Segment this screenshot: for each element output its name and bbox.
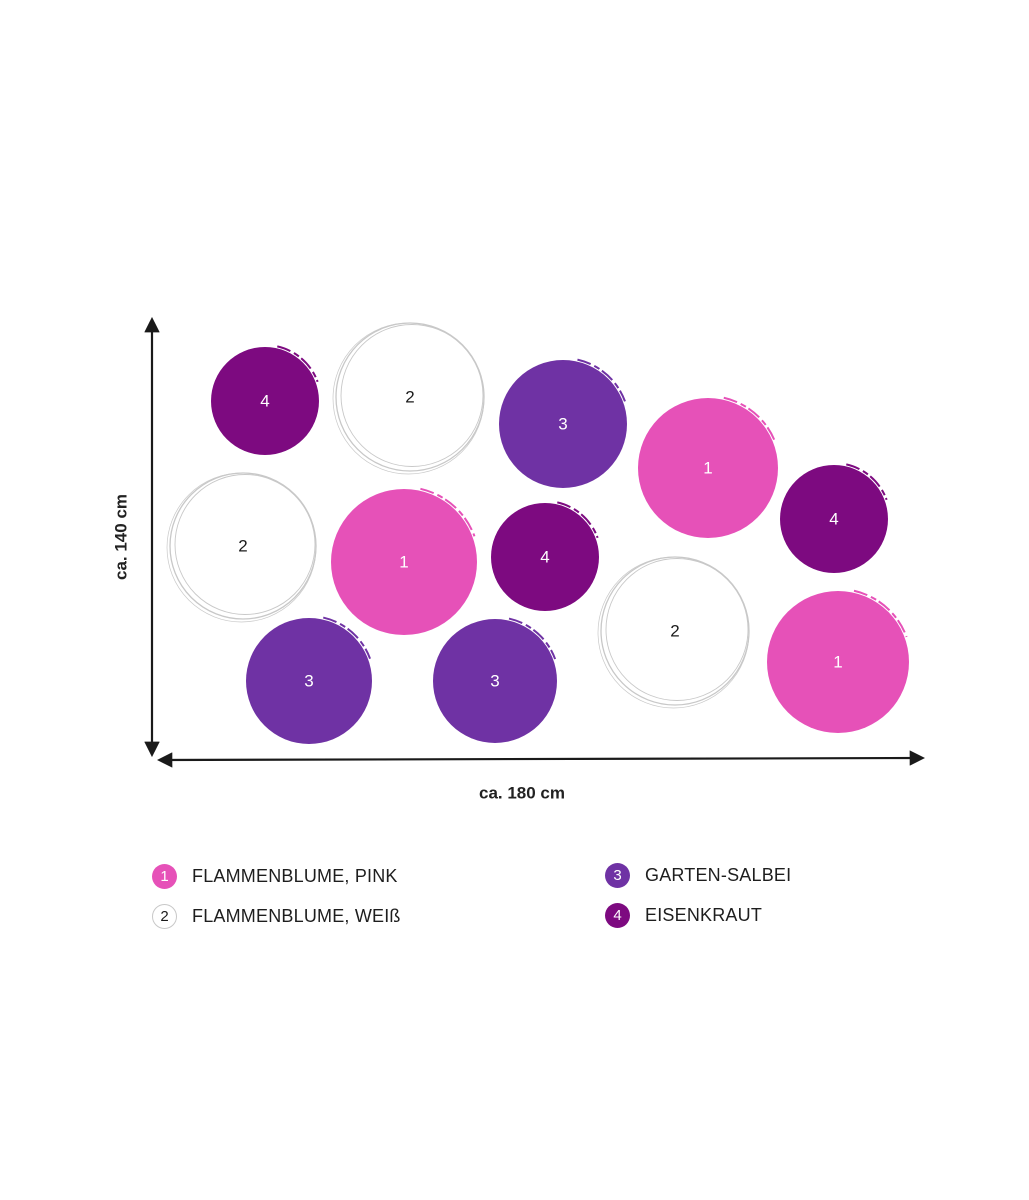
- plant-circle: 3: [499, 358, 627, 488]
- plant-circle: 1: [331, 487, 477, 635]
- plant-number: 4: [540, 548, 549, 567]
- plant-outline: [605, 558, 749, 701]
- plant-number: 4: [829, 510, 838, 529]
- plant-outline: [174, 474, 316, 615]
- plant-fill: [433, 619, 557, 743]
- plant-outline: [340, 324, 484, 467]
- legend-item: 2 FLAMMENBLUME, WEIß: [152, 901, 401, 931]
- plant-number: 3: [304, 672, 313, 691]
- width-label: ca. 180 cm: [479, 784, 565, 803]
- plant-circle: 4: [491, 501, 599, 611]
- height-label: ca. 140 cm: [112, 494, 131, 580]
- legend-badge: 1: [152, 863, 177, 889]
- plant-circle: 4: [780, 463, 888, 573]
- plant-number: 2: [238, 537, 247, 556]
- plant-fill: [491, 503, 599, 611]
- plant-number: 3: [490, 672, 499, 691]
- plant-number: 3: [558, 415, 567, 434]
- plant-outline: [597, 556, 750, 709]
- legend-item: 4 EISENKRAUT: [605, 900, 762, 930]
- plant-circle: 3: [433, 617, 557, 743]
- plant-brush-edge: [420, 487, 476, 537]
- plant-circle: 2: [597, 556, 750, 709]
- plant-outline: [332, 322, 485, 475]
- plant-brush-edge: [723, 396, 777, 444]
- plant-outline: [166, 472, 317, 623]
- plant-fill: [638, 398, 778, 538]
- plant-brush-edge: [508, 617, 557, 660]
- plant-fill: [499, 360, 627, 488]
- plant-brush-edge: [853, 589, 908, 638]
- plant-circle: 4: [211, 345, 319, 455]
- plant-circle: 2: [166, 472, 317, 623]
- legend-badge: 2: [152, 903, 177, 929]
- plant-number: 2: [405, 388, 414, 407]
- plant-brush-edge: [846, 463, 888, 501]
- plant-number: 4: [260, 392, 269, 411]
- plant-circle: 3: [246, 616, 372, 744]
- legend-label: FLAMMENBLUME, WEIß: [192, 905, 401, 926]
- legend-label: GARTEN-SALBEI: [645, 864, 792, 885]
- plant-fill: [246, 618, 372, 744]
- plant-fill: [780, 465, 888, 573]
- plant-brush-edge: [277, 345, 319, 383]
- legend-label: FLAMMENBLUME, PINK: [192, 865, 398, 886]
- plant-circle: 1: [767, 589, 909, 733]
- width-dimension-arrow: [156, 750, 926, 768]
- plant-brush-edge: [557, 501, 599, 539]
- plant-fill: [331, 489, 477, 635]
- legend-badge: 4: [605, 902, 630, 928]
- plant-brush-edge: [577, 358, 626, 402]
- plant-brush-edge: [323, 616, 371, 660]
- plant-number: 1: [399, 553, 408, 572]
- plant-circle: 2: [332, 322, 485, 475]
- legend-item: 3 GARTEN-SALBEI: [605, 860, 791, 890]
- plant-fill: [767, 591, 909, 733]
- legend-item: 1 FLAMMENBLUME, PINK: [152, 861, 398, 891]
- plant-number: 2: [670, 622, 679, 641]
- plants-layer: 4 2 3 1 2 1 4 4 3 3 2 1: [166, 322, 909, 744]
- legend-label: EISENKRAUT: [645, 904, 763, 925]
- plant-fill: [211, 347, 319, 455]
- plant-number: 1: [703, 459, 712, 478]
- legend-badge: 3: [605, 862, 630, 888]
- plant-number: 1: [833, 653, 842, 672]
- plant-circle: 1: [638, 396, 778, 538]
